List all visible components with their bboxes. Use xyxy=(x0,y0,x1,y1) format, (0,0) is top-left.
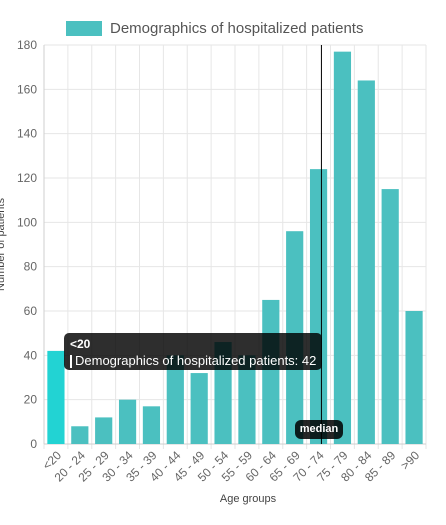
tooltip-title: <20 xyxy=(70,337,91,351)
bar xyxy=(309,169,328,444)
bar xyxy=(381,189,399,444)
x-tick-label: >90 xyxy=(398,448,423,473)
bar xyxy=(95,417,113,444)
y-axis-title: Number of patients xyxy=(0,198,7,291)
median-annotation-label: median xyxy=(295,420,343,439)
bar xyxy=(333,51,352,445)
bar xyxy=(262,299,280,444)
y-tick-label: 120 xyxy=(17,171,37,185)
y-tick-label: 100 xyxy=(17,215,37,229)
y-tick-label: 0 xyxy=(30,437,37,451)
bar xyxy=(71,426,89,444)
bar xyxy=(357,80,375,444)
bar xyxy=(405,311,423,444)
y-tick-label: 160 xyxy=(17,82,37,96)
legend-label: Demographics of hospitalized patients xyxy=(110,19,364,37)
bar xyxy=(238,355,256,444)
y-tick-label: 180 xyxy=(17,38,37,52)
bar xyxy=(190,373,208,444)
chart-legend[interactable]: Demographics of hospitalized patients xyxy=(66,16,363,40)
y-tick-label: 80 xyxy=(24,260,38,274)
y-tick-label: 40 xyxy=(24,348,38,362)
tooltip-text: Demographics of hospitalized patients: 4… xyxy=(75,353,317,368)
chart-tooltip: <20 Demographics of hospitalized patient… xyxy=(64,333,322,370)
tooltip-body: Demographics of hospitalized patients: 4… xyxy=(70,353,316,369)
bar xyxy=(47,350,65,444)
tooltip-swatch xyxy=(70,354,72,368)
y-tick-label: 60 xyxy=(24,304,38,318)
y-tick-label: 140 xyxy=(17,127,37,141)
x-axis-title: Age groups xyxy=(220,493,277,505)
y-tick-label: 20 xyxy=(24,393,38,407)
bar xyxy=(142,406,161,444)
bar xyxy=(118,399,137,444)
bar xyxy=(166,355,184,444)
legend-swatch xyxy=(66,20,102,36)
